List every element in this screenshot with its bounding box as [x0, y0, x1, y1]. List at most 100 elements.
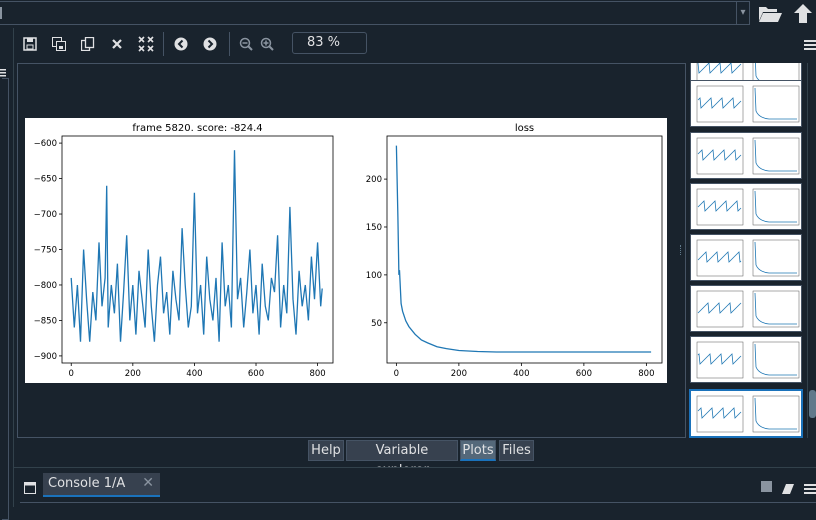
x-tick-label: 400	[513, 369, 529, 379]
console-output[interactable]	[20, 502, 816, 509]
thumb-axes	[696, 341, 744, 379]
axes-frame	[386, 135, 663, 364]
arrow-up-icon	[794, 4, 812, 23]
save-plot-button[interactable]	[21, 35, 39, 53]
zoom-in-button[interactable]	[258, 35, 276, 53]
tab-plots[interactable]: Plots	[460, 440, 496, 461]
console-tab[interactable]: Console 1/A ✕	[43, 473, 160, 497]
x-tick-label: 800	[309, 369, 325, 379]
thumb-axes	[696, 239, 744, 277]
plot-thumbnail[interactable]	[690, 80, 802, 127]
y-tick-label: 200	[366, 175, 382, 185]
working-directory-field[interactable]: ▾	[0, 1, 750, 25]
plot-thumbnail[interactable]	[690, 183, 802, 230]
plot-thumbnail[interactable]	[690, 336, 802, 383]
thumb-series	[754, 241, 797, 274]
series-line	[395, 145, 652, 353]
y-tick-label: −600	[34, 139, 57, 149]
console-tab-label: Console 1/A	[48, 476, 126, 491]
splitter-handle[interactable]	[680, 245, 684, 255]
thumb-axes	[752, 290, 800, 328]
thumb-series	[697, 353, 742, 365]
hamburger-menu-icon	[804, 484, 816, 494]
undock-icon[interactable]	[24, 479, 36, 494]
thumb-series	[697, 251, 742, 263]
options-menu-button[interactable]	[804, 37, 816, 50]
previous-plot-button[interactable]	[172, 35, 190, 53]
plot-figure: frame 5820. score: -824.4 0 200 400 600 800 −6…	[25, 118, 667, 383]
thumb-axes	[752, 188, 800, 226]
thumb-axes	[752, 395, 800, 433]
y-tick-label: −750	[34, 246, 57, 256]
zoom-out-button[interactable]	[237, 35, 255, 53]
remove-plot-button[interactable]	[108, 35, 126, 53]
thumb-series	[697, 97, 742, 109]
console-pane: Console 1/A ✕	[14, 467, 816, 509]
parent-directory-button[interactable]	[790, 2, 816, 24]
plot-thumbnail[interactable]	[690, 234, 802, 281]
console-options-menu-button[interactable]	[804, 481, 816, 494]
zoom-out-icon	[239, 37, 253, 51]
zoom-level-field[interactable]: 83 %	[292, 32, 367, 54]
thumbnail-preview	[696, 341, 800, 379]
x-tick-label: 800	[638, 369, 654, 379]
x-tick-label: 600	[576, 369, 592, 379]
chart-title: loss	[515, 123, 534, 134]
figure-canvas: frame 5820. score: -824.4 0 200 400 600 800 −6…	[34, 123, 663, 379]
hamburger-menu-icon	[804, 40, 816, 50]
thumbnails-scrollbar[interactable]	[807, 63, 816, 438]
tab-variable-explorer[interactable]: Variable explorer	[346, 440, 458, 478]
y-tick-label: −900	[34, 352, 57, 362]
thumb-series	[697, 407, 742, 419]
save-all-plots-button[interactable]	[50, 35, 68, 53]
thumb-axes	[696, 85, 744, 123]
x-tick-label: 200	[125, 369, 141, 379]
axes-frame	[61, 135, 334, 364]
plot-thumbnail[interactable]	[690, 285, 802, 332]
top-bar: ▾	[0, 0, 816, 27]
y-tick-label: 50	[371, 319, 382, 329]
next-plot-button[interactable]	[201, 35, 219, 53]
thumb-series	[754, 190, 797, 223]
chevron-down-icon[interactable]: ▾	[736, 2, 749, 24]
y-tick-label: 100	[366, 271, 382, 281]
pane-menu-icon[interactable]	[0, 62, 8, 77]
thumbnail-preview	[696, 188, 800, 226]
save-icon	[23, 37, 37, 51]
copy-plot-button[interactable]	[79, 35, 97, 53]
x-tick-label: 0	[69, 369, 74, 379]
thumb-axes	[696, 188, 744, 226]
thumb-series	[697, 200, 742, 212]
tab-files[interactable]: Files	[499, 440, 534, 461]
scrollbar-handle[interactable]	[809, 390, 816, 418]
folder-open-icon	[759, 7, 782, 22]
y-tick-label: −800	[34, 281, 57, 291]
x-tick-label: 600	[248, 369, 264, 379]
close-icon[interactable]: ✕	[142, 475, 154, 491]
tab-help[interactable]: Help	[308, 440, 344, 461]
thumb-axes	[696, 137, 744, 175]
thumb-series	[697, 302, 742, 314]
thumbnail-preview	[696, 239, 800, 277]
chart-1: loss 0 200 400 600 800 50 100 150 200	[366, 123, 663, 379]
thumb-series	[754, 292, 797, 325]
eraser-icon[interactable]	[781, 480, 795, 494]
thumb-series	[697, 149, 742, 161]
thumb-axes	[696, 290, 744, 328]
browse-folder-button[interactable]	[757, 2, 783, 24]
thumbnail-preview	[696, 290, 800, 328]
plot-thumbnail[interactable]	[689, 389, 803, 438]
series-line	[70, 150, 323, 342]
toolbar-separator	[163, 32, 164, 56]
remove-all-plots-button[interactable]	[137, 35, 155, 53]
thumb-series	[754, 343, 797, 376]
chart-title: frame 5820. score: -824.4	[132, 123, 262, 134]
thumb-axes	[696, 395, 744, 433]
thumb-axes	[752, 239, 800, 277]
stop-icon[interactable]	[761, 481, 772, 492]
thumbnail-preview	[696, 137, 800, 175]
arrow-left-circle-icon	[174, 37, 188, 51]
plot-thumbnail[interactable]	[690, 132, 802, 179]
thumb-series	[754, 87, 797, 120]
thumb-axes	[752, 137, 800, 175]
